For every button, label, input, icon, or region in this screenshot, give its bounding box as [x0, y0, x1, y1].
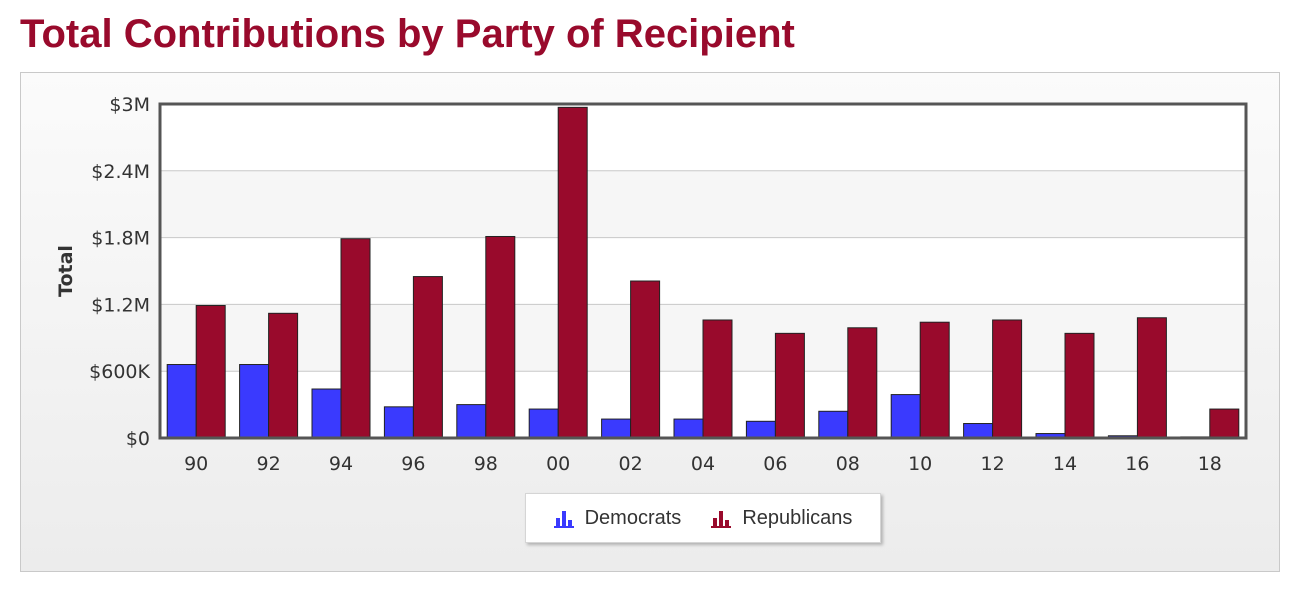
- y-tick-label: $2.4M: [91, 161, 150, 183]
- legend-label-republicans: Republicans: [742, 506, 853, 529]
- x-tick-label: 96: [401, 453, 425, 475]
- x-tick-label: 04: [691, 453, 715, 475]
- bar-democrats-98[interactable]: [456, 404, 487, 439]
- bar-republicans-98[interactable]: [485, 235, 516, 439]
- bar-republicans-02[interactable]: [630, 280, 661, 439]
- bar-democrats-04[interactable]: [673, 418, 704, 439]
- x-tick-label: 92: [257, 453, 281, 475]
- x-tick-label: 02: [619, 453, 643, 475]
- y-tick-label: $3M: [109, 94, 150, 116]
- plot-band: [160, 170, 1246, 238]
- bar-republicans-10[interactable]: [919, 321, 950, 439]
- bar-democrats-96[interactable]: [383, 406, 414, 439]
- x-tick-label: 18: [1198, 453, 1222, 475]
- bar-democrats-90[interactable]: [166, 364, 197, 439]
- plot-border: [158, 102, 1248, 440]
- y-tick-label: $0: [126, 428, 150, 450]
- x-tick-label: 12: [981, 453, 1005, 475]
- x-tick-label: 08: [836, 453, 860, 475]
- bar-republicans-14[interactable]: [1064, 332, 1095, 439]
- x-tick-label: 98: [474, 453, 498, 475]
- bar-democrats-92[interactable]: [239, 364, 270, 439]
- plot-band: [160, 237, 1246, 305]
- bar-republicans-96[interactable]: [412, 276, 443, 439]
- x-tick-label: 16: [1125, 453, 1149, 475]
- bar-democrats-10[interactable]: [890, 394, 921, 439]
- legend-item-democrats[interactable]: Democrats: [553, 506, 682, 530]
- y-tick-label: $600K: [89, 361, 150, 383]
- x-tick-label: 94: [329, 453, 353, 475]
- bar-republicans-90[interactable]: [195, 305, 226, 439]
- plot-band: [160, 104, 1246, 171]
- x-tick-label: 90: [184, 453, 208, 475]
- bar-republicans-08[interactable]: [847, 327, 878, 439]
- chart-title: Total Contributions by Party of Recipien…: [20, 12, 795, 56]
- bar-republicans-06[interactable]: [774, 332, 805, 439]
- x-tick-label: 14: [1053, 453, 1077, 475]
- bar-democrats-08[interactable]: [818, 410, 849, 439]
- bar-democrats-12[interactable]: [963, 423, 994, 439]
- bar-republicans-12[interactable]: [992, 319, 1023, 439]
- bar-chart-icon: [553, 511, 574, 528]
- y-tick-label: $1.8M: [91, 228, 150, 250]
- x-tick-label: 10: [908, 453, 932, 475]
- legend-label-democrats: Democrats: [584, 506, 682, 529]
- bar-republicans-16[interactable]: [1136, 317, 1167, 439]
- bar-democrats-00[interactable]: [528, 408, 559, 439]
- y-tick-label: $1.2M: [91, 294, 150, 316]
- bar-republicans-94[interactable]: [340, 238, 371, 439]
- legend-item-republicans[interactable]: Republicans: [711, 507, 852, 530]
- bar-chart-icon: [711, 511, 732, 528]
- bar-democrats-02[interactable]: [601, 418, 632, 439]
- bar-republicans-04[interactable]: [702, 319, 733, 439]
- bar-republicans-00[interactable]: [557, 106, 588, 439]
- bar-democrats-06[interactable]: [745, 420, 776, 439]
- x-tick-label: 00: [546, 453, 570, 475]
- x-tick-label: 06: [763, 453, 787, 475]
- bar-democrats-94[interactable]: [311, 388, 342, 439]
- y-axis-label: Total: [55, 245, 77, 297]
- legend: Democrats Republicans: [525, 493, 881, 543]
- bar-republicans-92[interactable]: [268, 312, 299, 439]
- bar-republicans-18[interactable]: [1209, 408, 1240, 439]
